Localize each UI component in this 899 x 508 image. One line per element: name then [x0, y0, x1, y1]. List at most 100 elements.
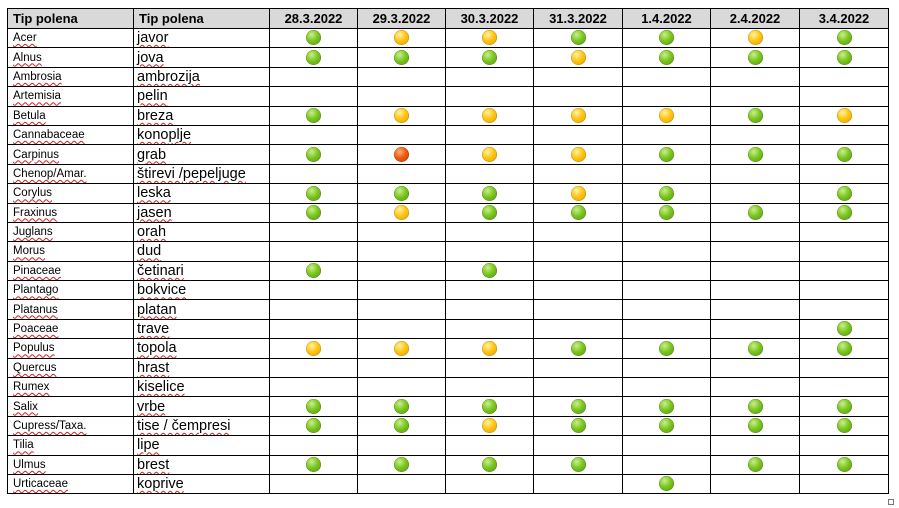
- latin-name: Poaceae: [13, 323, 59, 336]
- green-level-dot-icon: [482, 49, 497, 65]
- pollen-level-cell: [357, 144, 446, 165]
- green-level-dot-icon: [659, 146, 674, 162]
- pollen-level-cell: [357, 357, 446, 379]
- pollen-level-cell: [710, 473, 800, 495]
- local-name: štirevi /pepeljuge: [137, 165, 246, 182]
- pollen-level-cell: [357, 183, 446, 204]
- local-name-cell: platan: [133, 299, 270, 320]
- latin-name: Quercus: [13, 361, 57, 374]
- pollen-level-cell: [533, 338, 623, 359]
- pollen-level-cell: [445, 202, 534, 223]
- green-level-dot-icon: [394, 185, 409, 201]
- local-name: jova: [137, 49, 164, 66]
- header-date: 29.3.2022: [357, 8, 446, 29]
- local-name: javor: [137, 30, 169, 47]
- latin-name: Tilia: [13, 439, 34, 452]
- latin-name-cell: Acer: [7, 27, 134, 49]
- green-level-dot-icon: [659, 398, 674, 414]
- local-name: bokvice: [137, 282, 187, 299]
- local-name: dud: [137, 243, 162, 260]
- green-level-dot-icon: [570, 340, 586, 356]
- local-name: leska: [137, 185, 171, 202]
- pollen-level-cell: [710, 27, 800, 49]
- local-name: koprive: [137, 476, 184, 493]
- pollen-level-cell: [799, 183, 889, 204]
- pollen-level-cell: [799, 124, 889, 146]
- pollen-level-cell: [269, 377, 358, 398]
- pollen-level-cell: [269, 144, 358, 165]
- pollen-level-cell: [710, 144, 800, 165]
- pollen-level-cell: [269, 47, 358, 68]
- latin-name-cell: Juglans: [7, 221, 134, 243]
- table-row: Rumex kiselice: [7, 377, 889, 398]
- pollen-level-cell: [799, 454, 889, 475]
- green-level-dot-icon: [570, 398, 586, 414]
- pollen-level-cell: [357, 163, 446, 185]
- yellow-level-dot-icon: [482, 146, 497, 162]
- pollen-level-cell: [357, 27, 446, 49]
- pollen-level-cell: [357, 377, 446, 398]
- green-level-dot-icon: [482, 398, 497, 414]
- table-row: Quercus hrast: [7, 357, 889, 379]
- yellow-level-dot-icon: [570, 49, 586, 65]
- green-level-dot-icon: [747, 204, 763, 220]
- header-date: 1.4.2022: [622, 8, 711, 29]
- green-level-dot-icon: [659, 30, 674, 46]
- pollen-level-cell: [533, 280, 623, 301]
- latin-name: Plantago: [13, 284, 59, 297]
- green-level-dot-icon: [747, 108, 763, 124]
- pollen-level-cell: [622, 377, 711, 398]
- local-name: hrast: [137, 359, 170, 376]
- latin-name: Acer: [13, 32, 37, 45]
- table-row: Alnus jova: [7, 47, 889, 68]
- latin-name-cell: Platanus: [7, 299, 134, 320]
- pollen-level-cell: [445, 241, 534, 262]
- pollen-level-cell: [622, 338, 711, 359]
- latin-name-cell: Betula: [7, 105, 134, 126]
- pollen-level-cell: [710, 280, 800, 301]
- green-level-dot-icon: [394, 418, 409, 434]
- pollen-level-cell: [533, 183, 623, 204]
- latin-name-cell: Cupress/Taxa.: [7, 415, 134, 437]
- pollen-level-cell: [799, 435, 889, 456]
- yellow-level-dot-icon: [570, 108, 586, 124]
- yellow-level-dot-icon: [394, 30, 409, 46]
- green-level-dot-icon: [747, 457, 763, 473]
- local-name: brest: [137, 456, 170, 473]
- green-level-dot-icon: [306, 204, 321, 220]
- local-name-cell: trave: [133, 318, 270, 340]
- pollen-level-cell: [533, 435, 623, 456]
- pollen-level-cell: [445, 221, 534, 243]
- table-row: Plantago bokvice: [7, 280, 889, 301]
- latin-name: Morus: [13, 245, 45, 258]
- latin-name-cell: Plantago: [7, 280, 134, 301]
- table-row: Salix vrbe: [7, 396, 889, 417]
- local-name-cell: jasen: [133, 202, 270, 223]
- local-name-cell: ambrozija: [133, 66, 270, 88]
- local-name: jasen: [137, 204, 172, 221]
- table-row: Poaceae trave: [7, 318, 889, 340]
- latin-name: Artemisia: [13, 90, 61, 103]
- table-row: Urticaceae koprive: [7, 473, 889, 495]
- header-date: 28.3.2022: [269, 8, 358, 29]
- green-level-dot-icon: [306, 457, 321, 473]
- green-level-dot-icon: [747, 398, 763, 414]
- local-name: breza: [137, 107, 174, 124]
- latin-name: Cannabaceae: [13, 129, 85, 142]
- yellow-level-dot-icon: [482, 30, 497, 46]
- local-name-cell: vrbe: [133, 396, 270, 417]
- pollen-level-cell: [533, 396, 623, 417]
- green-level-dot-icon: [659, 340, 674, 356]
- table-resize-handle[interactable]: [888, 499, 894, 505]
- pollen-level-cell: [357, 241, 446, 262]
- latin-name: Alnus: [13, 51, 42, 64]
- pollen-level-cell: [622, 183, 711, 204]
- local-name-cell: jova: [133, 47, 270, 68]
- latin-name: Ulmus: [13, 458, 46, 471]
- header-date: 31.3.2022: [533, 8, 623, 29]
- local-name-cell: bokvice: [133, 280, 270, 301]
- latin-name-cell: Ambrosia: [7, 66, 134, 88]
- pollen-level-cell: [799, 144, 889, 165]
- pollen-level-cell: [357, 338, 446, 359]
- pollen-level-cell: [533, 202, 623, 223]
